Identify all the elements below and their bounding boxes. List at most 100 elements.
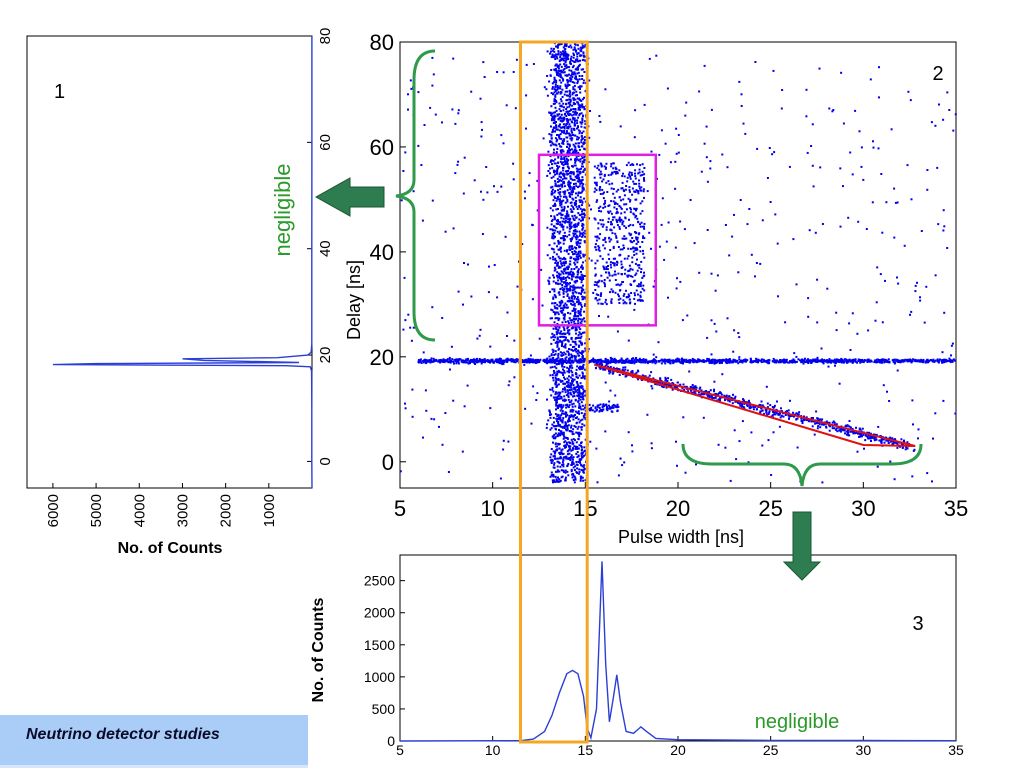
scatter-point: [561, 362, 564, 365]
scatter-point: [636, 163, 638, 166]
scatter-point: [583, 158, 586, 161]
scatter-point: [623, 225, 626, 228]
scatter-point: [560, 209, 563, 212]
scatter-point: [710, 359, 713, 362]
scatter-point: [630, 292, 633, 294]
scatter-point: [563, 185, 566, 188]
scatter-point: [563, 400, 566, 403]
scatter-point: [574, 340, 577, 343]
scatter-point: [555, 317, 558, 319]
scatter-point: [801, 358, 804, 361]
scatter-point: [668, 358, 671, 361]
scatter-point: [562, 335, 564, 338]
scatter-point: [583, 424, 586, 427]
scatter-point: [609, 263, 612, 266]
scatter-point: [548, 409, 551, 412]
scatter-point: [564, 281, 567, 284]
scatter-point: [593, 359, 596, 362]
scatter-point: [612, 192, 615, 195]
scatter-point: [555, 151, 558, 154]
scatter-point: [567, 457, 570, 460]
scatter-point: [582, 130, 585, 133]
scatter-point: [578, 75, 581, 77]
scatter-point: [566, 53, 569, 56]
scatter-point: [558, 451, 561, 454]
scatter-point: [573, 46, 576, 49]
scatter-point: [564, 346, 567, 349]
scatter-point: [560, 216, 563, 219]
scatter-point: [569, 282, 571, 285]
scatter-point: [616, 203, 619, 206]
scatter-point: [570, 321, 573, 324]
scatter-point: [603, 165, 606, 168]
scatter-point: [555, 227, 558, 229]
scatter-point: [613, 196, 616, 199]
scatter-point: [596, 259, 599, 262]
scatter-point: [639, 223, 641, 226]
scatter-point: [581, 106, 584, 109]
scatter-point: [560, 397, 563, 400]
scatter-point: [664, 379, 667, 382]
scatter-point: [676, 359, 679, 362]
scatter-point: [554, 296, 557, 299]
scatter-point: [614, 279, 617, 281]
scatter-point: [610, 212, 613, 215]
scatter-point: [566, 79, 569, 82]
scatter-point: [809, 359, 812, 362]
scatter-point: [639, 291, 642, 294]
scatter-point: [550, 176, 553, 179]
scatter-point: [576, 296, 579, 299]
scatter-point: [556, 342, 559, 345]
scatter-point: [554, 158, 557, 161]
scatter-point: [554, 382, 557, 385]
scatter-point: [569, 118, 572, 121]
scatter-point: [572, 387, 575, 390]
scatter-point: [562, 102, 565, 105]
scatter-point: [575, 241, 578, 244]
scatter-point: [848, 358, 851, 361]
scatter-point: [563, 63, 566, 66]
scatter-point: [566, 350, 569, 353]
scatter-point: [697, 360, 700, 363]
scatter-point: [561, 343, 563, 346]
scatter-point: [567, 54, 570, 57]
scatter-point: [553, 88, 556, 91]
scatter-point: [643, 173, 646, 176]
scatter-point: [564, 285, 567, 288]
scatter-point: [558, 275, 561, 278]
scatter-point: [568, 375, 570, 378]
scatter-point: [584, 297, 587, 300]
scatter-point: [583, 235, 586, 238]
scatter-point: [566, 210, 569, 213]
scatter-point: [578, 301, 581, 304]
scatter-point: [633, 297, 636, 300]
scatter-point: [698, 387, 701, 390]
scatter-point: [555, 445, 558, 448]
scatter-point: [807, 358, 809, 361]
scatter-point: [628, 232, 631, 235]
scatter-point: [814, 422, 817, 425]
scatter-point: [556, 415, 559, 418]
scatter-point: [904, 448, 907, 451]
scatter-point: [575, 78, 578, 81]
scatter-point: [450, 360, 452, 362]
scatter-point: [578, 354, 581, 357]
scatter-point: [834, 361, 837, 363]
scatter-point: [572, 284, 575, 287]
scatter-point: [638, 357, 641, 360]
scatter-point: [778, 413, 781, 416]
scatter-point: [619, 360, 622, 363]
scatter-point: [559, 187, 562, 190]
scatter-point: [574, 175, 577, 178]
scatter-point: [569, 248, 572, 251]
scatter-point: [552, 335, 555, 338]
scatter-point: [581, 210, 583, 213]
scatter-point: [563, 351, 566, 354]
scatter-point: [553, 462, 556, 465]
scatter-point: [562, 195, 565, 198]
scatter-point: [613, 170, 616, 173]
scatter-point: [565, 66, 568, 69]
scatter-point: [551, 366, 554, 369]
scatter-point: [556, 138, 558, 141]
scatter-point: [569, 356, 572, 359]
